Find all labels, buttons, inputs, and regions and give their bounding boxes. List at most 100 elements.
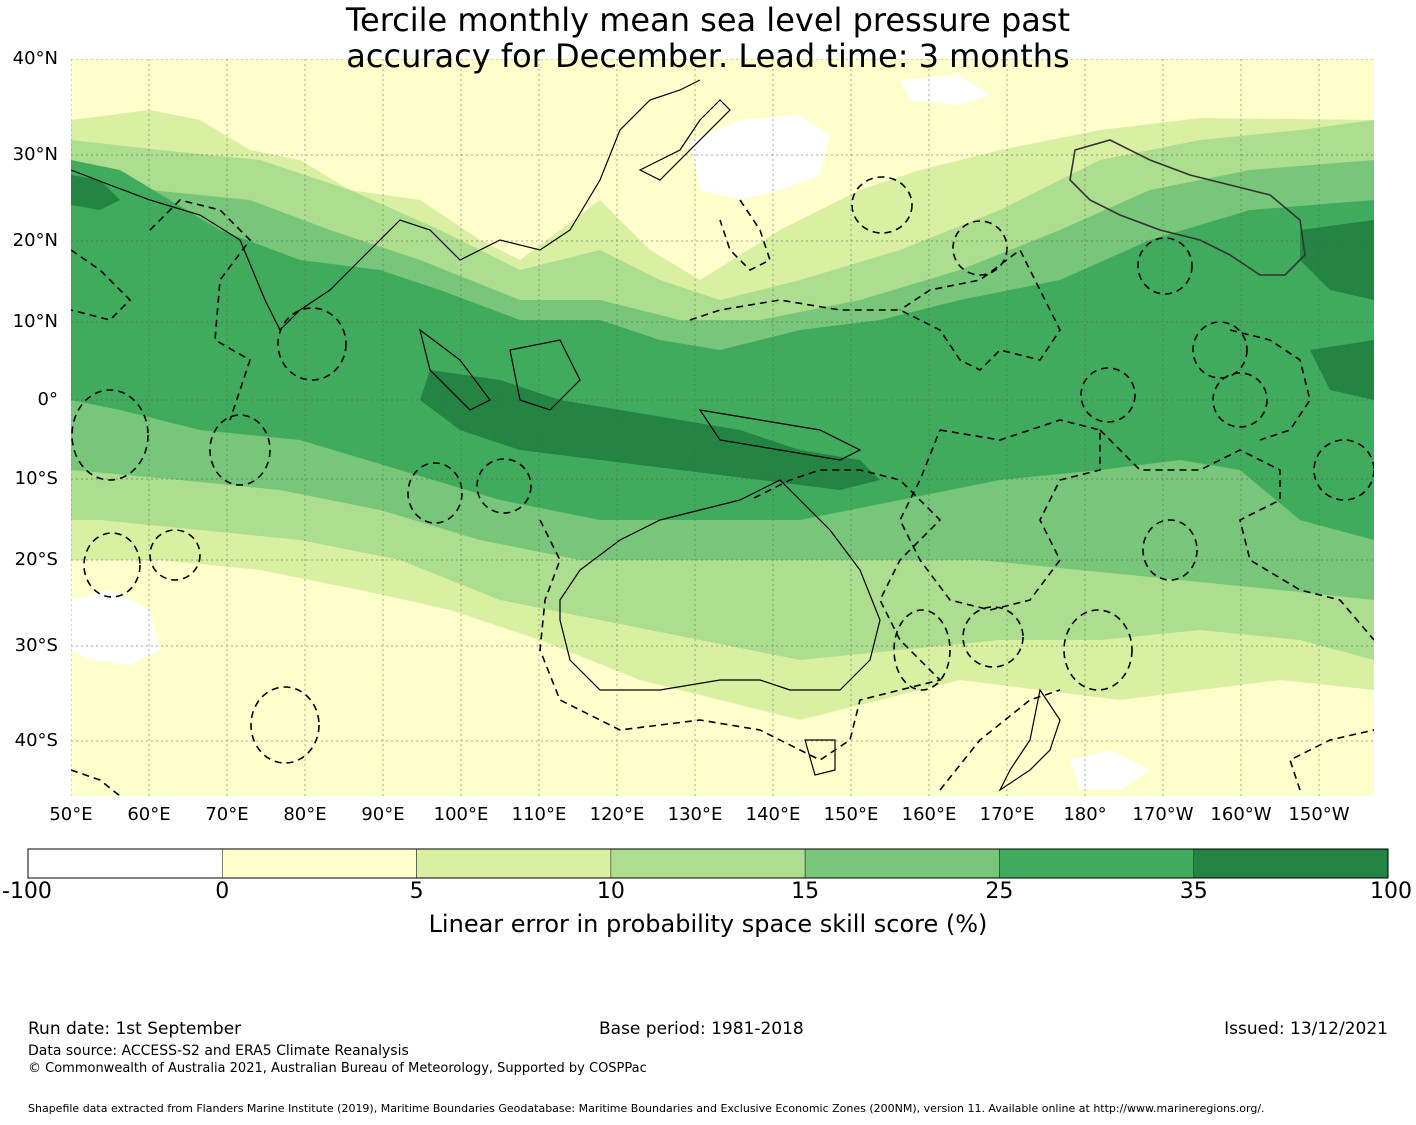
longitude-label: 160°W xyxy=(1210,804,1272,825)
eez-boundary xyxy=(962,606,1024,668)
coastline-tasmania xyxy=(804,739,836,776)
colorbar-tick-label: -100 xyxy=(2,879,52,904)
base-period: Base period: 1981-2018 xyxy=(599,1019,804,1039)
shapefile-credit: Shapefile data extracted from Flanders M… xyxy=(28,1102,1265,1115)
longitude-label: 140°E xyxy=(745,804,801,825)
eez-boundary xyxy=(1099,429,1374,641)
coastline-borneo xyxy=(509,339,581,411)
eez-boundary xyxy=(1229,329,1311,441)
eez-boundary xyxy=(851,176,913,234)
eez-boundary xyxy=(407,462,463,524)
eez-boundary xyxy=(149,529,201,581)
eez-boundary xyxy=(1192,321,1248,379)
skill-zone-35-100 xyxy=(71,175,120,210)
coastline-japan xyxy=(638,99,731,181)
longitude-label: 100°E xyxy=(433,804,489,825)
colorbar-segment xyxy=(610,848,806,879)
eez-boundary xyxy=(1063,609,1133,691)
colorbar-segment xyxy=(27,848,223,879)
run-date: Run date: 1st September xyxy=(28,1019,242,1039)
eez-boundaries xyxy=(71,176,1374,796)
longitude-label: 60°E xyxy=(127,804,171,825)
skill-zone-25-35 xyxy=(71,160,1374,540)
longitude-label: 160°E xyxy=(901,804,957,825)
colorbar-frame xyxy=(27,848,1389,879)
longitude-label: 170°E xyxy=(979,804,1035,825)
longitude-label: 150°E xyxy=(823,804,879,825)
longitude-label: 50°E xyxy=(49,804,93,825)
skill-zone-35-100 xyxy=(420,370,880,490)
eez-boundary xyxy=(719,199,771,271)
eez-boundary xyxy=(1142,519,1198,581)
eez-boundary xyxy=(277,307,347,381)
latitude-label: 10°N xyxy=(12,311,58,332)
latitude-label: 10°S xyxy=(14,468,58,489)
coastline-new-zealand xyxy=(998,688,1061,792)
coastline-new-guinea xyxy=(698,409,862,461)
colorbar-tick-label: 0 xyxy=(215,879,230,904)
eez-boundary xyxy=(539,469,942,761)
colorbar-segment xyxy=(221,848,417,879)
coastline-asia xyxy=(71,79,701,332)
eez-boundary xyxy=(1137,237,1193,295)
latitude-label: 40°N xyxy=(12,48,58,69)
longitude-label: 110°E xyxy=(511,804,567,825)
colorbar-label: Linear error in probability space skill … xyxy=(428,910,988,938)
longitude-label: 170°W xyxy=(1132,804,1194,825)
skill-zone-35-100 xyxy=(1310,340,1374,400)
longitude-label: 130°E xyxy=(667,804,723,825)
latitude-label: 30°N xyxy=(12,144,58,165)
colorbar-tick-label: 5 xyxy=(409,879,424,904)
latitude-label: 20°S xyxy=(14,549,58,570)
skill-zone-north-white xyxy=(690,115,830,200)
colorbar-tick-label: 15 xyxy=(791,879,820,904)
map-title-line-1: Tercile monthly mean sea level pressure … xyxy=(345,1,1071,39)
issued-date: Issued: 13/12/2021 xyxy=(1224,1019,1388,1039)
eez-boundary xyxy=(71,769,121,796)
skill-zone-south-pale xyxy=(71,560,1374,796)
colorbar-tick-label: 10 xyxy=(596,879,625,904)
map-title-line-2: accuracy for December. Lead time: 3 mont… xyxy=(346,37,1070,75)
eez-boundary xyxy=(893,609,951,691)
skill-zone-north-white xyxy=(900,75,990,105)
latitude-label: 0° xyxy=(37,389,58,410)
eez-boundary xyxy=(149,199,252,421)
colorbar-segment xyxy=(416,848,612,879)
eez-boundary xyxy=(476,458,532,514)
eez-boundary xyxy=(1080,367,1136,423)
colorbar-tick-label: 35 xyxy=(1179,879,1208,904)
eez-boundary xyxy=(71,249,132,321)
eez-boundary xyxy=(1289,729,1374,791)
colorbar-segment xyxy=(804,848,1000,879)
colorbar-tick-label: 25 xyxy=(985,879,1014,904)
eez-boundary xyxy=(250,686,320,764)
graticule xyxy=(71,59,1374,796)
longitude-label: 90°E xyxy=(361,804,405,825)
colorbar-tick-label: 100 xyxy=(1370,879,1412,904)
eez-boundary xyxy=(952,220,1008,276)
colorbar-segment xyxy=(1193,848,1389,879)
coastline-australia xyxy=(559,479,881,691)
skill-zone-south-white xyxy=(1070,750,1150,790)
hawaii-region-outline xyxy=(1069,139,1306,276)
colorbar xyxy=(27,848,1389,879)
latitude-label: 30°S xyxy=(14,635,58,656)
longitude-label: 70°E xyxy=(205,804,249,825)
copyright: © Commonwealth of Australia 2021, Austra… xyxy=(28,1061,647,1076)
longitude-label: 180° xyxy=(1063,804,1107,825)
eez-boundary xyxy=(689,248,1061,371)
eez-boundary xyxy=(71,389,149,481)
eez-boundary xyxy=(83,532,141,598)
data-source: Data source: ACCESS-S2 and ERA5 Climate … xyxy=(28,1043,409,1059)
latitude-label: 40°S xyxy=(14,730,58,751)
map-title: Tercile monthly mean sea level pressure … xyxy=(0,2,1416,74)
eez-boundary xyxy=(939,689,1061,791)
longitude-label: 120°E xyxy=(589,804,645,825)
skill-zone-35-100 xyxy=(1300,220,1374,300)
eez-boundary xyxy=(899,419,1101,611)
coastline-sumatra xyxy=(419,328,491,411)
longitude-label: 150°W xyxy=(1288,804,1350,825)
coastlines xyxy=(71,79,1061,792)
